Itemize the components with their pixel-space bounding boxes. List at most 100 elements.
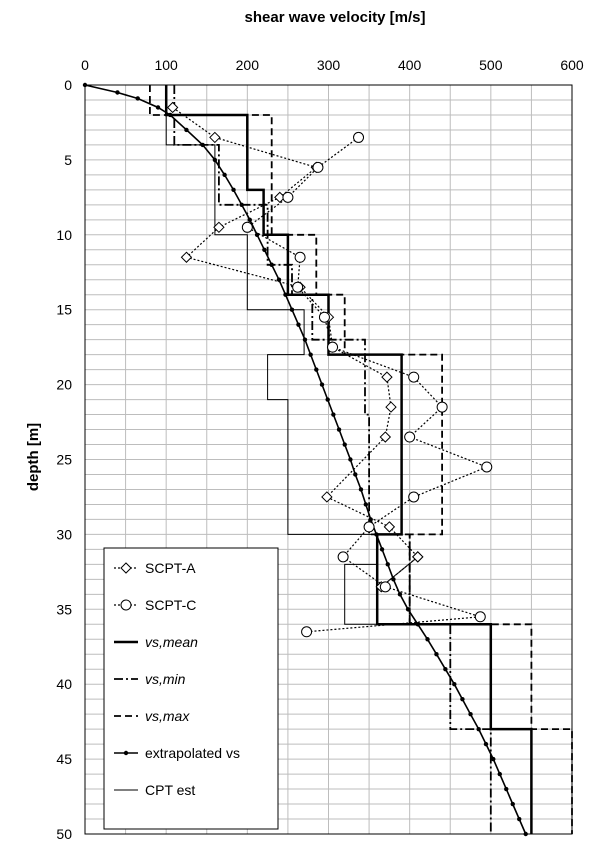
point-extrapolated-vs (342, 442, 347, 447)
point-scpt-c (408, 491, 420, 503)
point-scpt-c (474, 611, 486, 623)
point-scpt-c (337, 551, 349, 563)
y-tick-label: 50 (56, 826, 72, 841)
legend-marker (120, 562, 132, 574)
series-line-vs-mean (164, 85, 533, 834)
plot-frame (84, 84, 573, 835)
chart-title: shear wave velocity [m/s] (245, 9, 426, 26)
legend-item-cpt-est: CPT est (114, 782, 195, 798)
y-tick-label: 5 (64, 152, 72, 168)
series-line-vs-min (173, 85, 492, 834)
legend-label: vs,min (145, 671, 186, 687)
y-tick-label: 30 (56, 526, 72, 542)
point-extrapolated-vs (319, 382, 325, 387)
point-extrapolated-vs (289, 307, 295, 312)
x-tick-label: 600 (560, 57, 584, 73)
legend-box (103, 547, 279, 830)
point-extrapolated-vs (269, 262, 274, 267)
point-scpt-c (327, 341, 339, 353)
point-extrapolated-vs (325, 397, 330, 402)
legend-item-vs-mean: vs,mean (114, 634, 198, 650)
point-scpt-c (436, 401, 448, 413)
x-tick-label: 200 (236, 57, 260, 73)
legend-label: vs,mean (145, 634, 198, 650)
point-extrapolated-vs (497, 771, 502, 777)
x-tick-label: 0 (81, 57, 89, 73)
y-tick-label: 25 (56, 452, 72, 468)
point-extrapolated-vs (443, 667, 448, 672)
series-vs-min (173, 85, 492, 834)
point-extrapolated-vs (358, 487, 364, 492)
y-tick-label: 40 (56, 676, 72, 692)
point-extrapolated-vs (483, 741, 489, 747)
point-extrapolated-vs (276, 277, 282, 282)
point-scpt-a (385, 401, 397, 413)
point-extrapolated-vs (434, 652, 439, 657)
y-tick-label: 45 (56, 751, 72, 767)
point-extrapolated-vs (155, 105, 161, 110)
point-extrapolated-vs (247, 217, 252, 223)
point-extrapolated-vs (517, 816, 522, 822)
point-scpt-a (412, 551, 424, 563)
point-extrapolated-vs (222, 172, 227, 178)
point-scpt-c (353, 131, 365, 143)
legend-label: SCPT-A (145, 560, 196, 576)
legend-marker (120, 599, 132, 611)
point-extrapolated-vs (397, 592, 403, 597)
point-extrapolated-vs (363, 502, 369, 507)
y-tick-label: 35 (56, 601, 72, 617)
series-vs-max (148, 85, 573, 834)
point-extrapolated-vs (212, 157, 218, 163)
point-extrapolated-vs (504, 786, 509, 792)
legend-item-vs-max: vs,max (114, 708, 190, 724)
point-extrapolated-vs (184, 127, 189, 133)
legend-label: SCPT-C (145, 597, 196, 613)
y-tick-label: 15 (56, 302, 72, 318)
point-extrapolated-vs (239, 202, 244, 208)
point-extrapolated-vs (82, 82, 88, 88)
series-vs-mean (164, 85, 533, 834)
point-extrapolated-vs (476, 726, 481, 732)
point-scpt-a (379, 431, 392, 443)
point-extrapolated-vs (374, 532, 379, 537)
point-scpt-c (481, 461, 493, 473)
y-tick-label: 20 (56, 377, 72, 393)
point-extrapolated-vs (510, 801, 515, 807)
legend-item-vs-min: vs,min (114, 671, 186, 687)
x-axis-ticks: 0 100 200 300 400 500 600 (81, 57, 584, 73)
point-scpt-c (312, 161, 324, 173)
point-scpt-a (213, 221, 225, 234)
y-tick-label: 10 (56, 227, 72, 243)
point-extrapolated-vs (262, 247, 267, 252)
point-scpt-a (321, 491, 333, 503)
series-extrapolated-vs (82, 82, 528, 837)
x-tick-label: 400 (398, 57, 422, 73)
y-axis-ticks: 0 5 10 15 20 25 30 35 40 45 50 (56, 77, 72, 841)
x-tick-label: 100 (154, 57, 178, 73)
point-extrapolated-vs (135, 96, 140, 101)
point-extrapolated-vs (168, 112, 173, 118)
x-tick-label: 500 (479, 57, 503, 73)
point-extrapolated-vs (348, 457, 353, 462)
series-line-cpt-est (165, 85, 378, 625)
point-extrapolated-vs (308, 352, 313, 357)
series-line-scpt-a (172, 107, 419, 588)
point-scpt-a (166, 101, 179, 114)
point-extrapolated-vs (491, 756, 496, 762)
point-extrapolated-vs (254, 232, 260, 237)
series-line-vs-max (148, 85, 573, 834)
point-extrapolated-vs (331, 412, 336, 417)
point-extrapolated-vs (314, 367, 319, 372)
series-cpt-est (165, 85, 378, 625)
legend-item-scpt-c: SCPT-C (114, 597, 196, 613)
point-extrapolated-vs (115, 90, 120, 95)
legend: SCPT-A SCPT-C vs,mean vs,min vs,max extrapola… (103, 547, 279, 830)
x-tick-label: 300 (317, 57, 341, 73)
point-extrapolated-vs (353, 472, 358, 477)
point-extrapolated-vs (452, 682, 457, 687)
point-scpt-c (241, 221, 253, 233)
point-scpt-c (318, 311, 330, 323)
legend-item-extrapolated-vs: extrapolated vs (114, 745, 240, 761)
point-extrapolated-vs (391, 577, 396, 582)
